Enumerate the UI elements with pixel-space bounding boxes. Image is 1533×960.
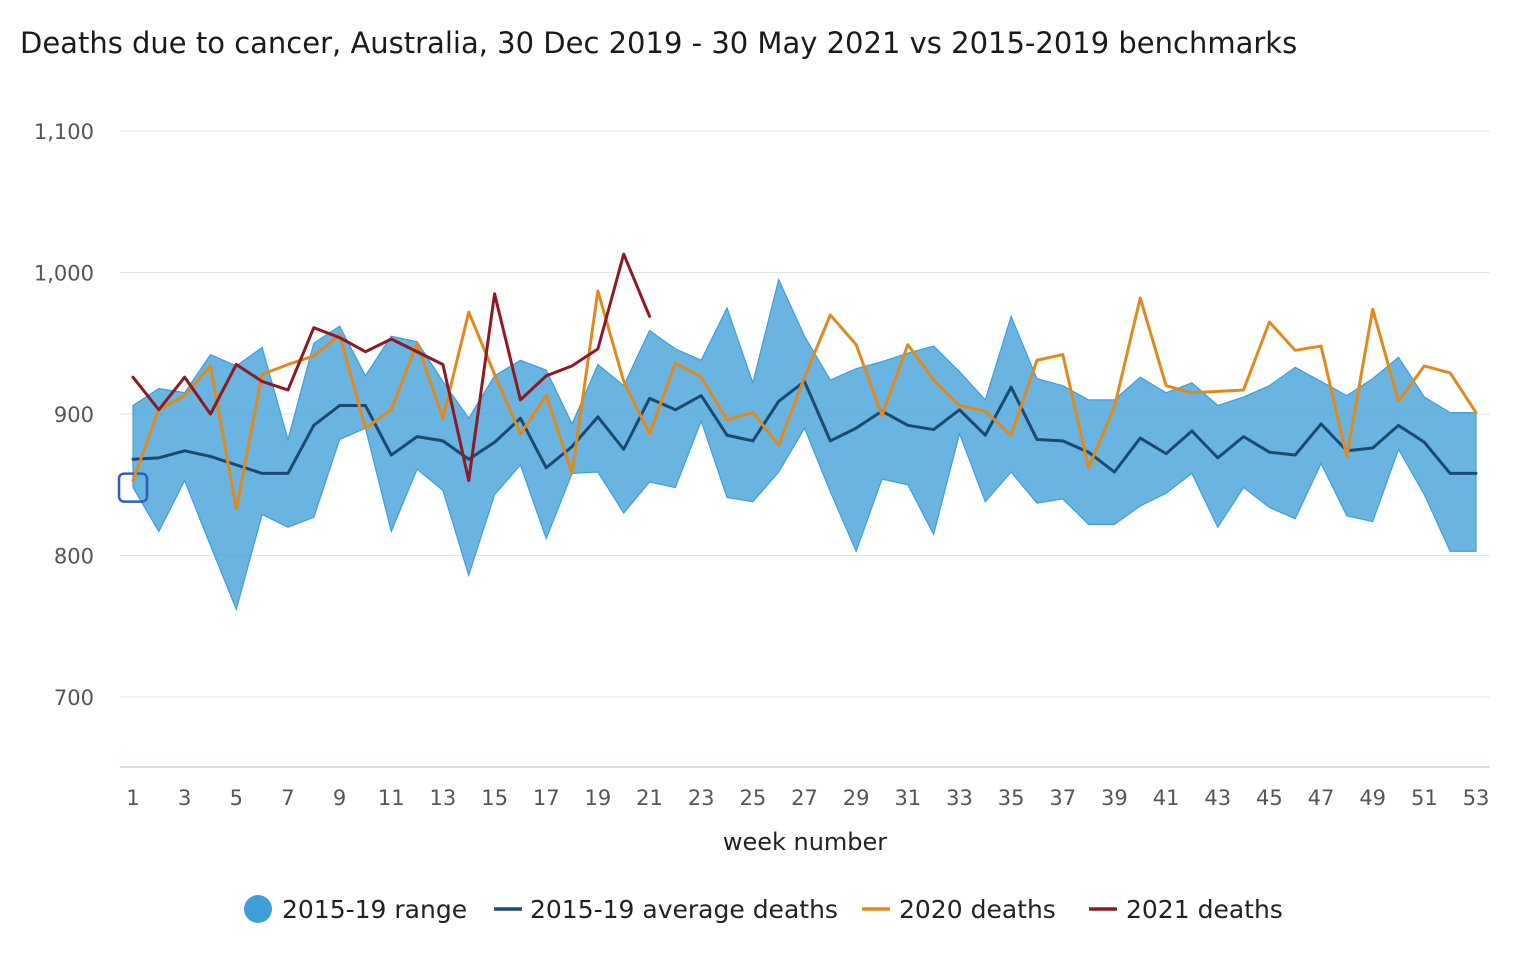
chart-title: Deaths due to cancer, Australia, 30 Dec …	[20, 26, 1298, 60]
range-layer	[117, 277, 1477, 612]
legend-label-series-2: 2020 deaths	[899, 895, 1056, 924]
y-tick-label: 800	[54, 545, 94, 569]
range-band	[132, 277, 1477, 612]
x-tick-label: 19	[585, 786, 612, 810]
legend-label-series-1: 2015-19 average deaths	[530, 895, 838, 924]
x-tick-label: 1	[126, 786, 139, 810]
x-tick-label: 39	[1101, 786, 1128, 810]
x-axis-label: week number	[723, 828, 887, 856]
x-tick-label: 25	[739, 786, 766, 810]
lines-layer	[131, 252, 1478, 511]
x-tick-label: 3	[178, 786, 191, 810]
legend-label-range: 2015-19 range	[282, 895, 467, 924]
series-line-3	[131, 252, 652, 483]
legend-marker-range	[244, 895, 272, 923]
series-line-2	[131, 289, 1478, 511]
x-tick-label: 51	[1411, 786, 1438, 810]
y-tick-label: 700	[54, 686, 94, 710]
x-tick-label: 43	[1204, 786, 1231, 810]
x-tick-label: 37	[1049, 786, 1076, 810]
x-tick-label: 15	[481, 786, 508, 810]
x-tick-label: 31	[894, 786, 921, 810]
y-tick-label: 1,100	[34, 120, 94, 144]
legend-label-series-3: 2021 deaths	[1126, 895, 1283, 924]
x-tick-label: 45	[1256, 786, 1283, 810]
series-line-1	[131, 379, 1478, 475]
x-tick-label: 49	[1359, 786, 1386, 810]
legend-layer: 2015-19 range 2015-19 average deaths 2020 …	[244, 895, 1283, 924]
x-tick-label: 53	[1463, 786, 1490, 810]
x-tick-label: 9	[333, 786, 346, 810]
x-tick-label: 27	[791, 786, 818, 810]
x-tick-label: 5	[230, 786, 243, 810]
x-tick-label: 35	[998, 786, 1025, 810]
x-tick-label: 17	[533, 786, 560, 810]
x-tick-label: 33	[946, 786, 973, 810]
x-tick-label: 21	[636, 786, 663, 810]
y-tick-label: 900	[54, 403, 94, 427]
x-tick-label: 47	[1308, 786, 1335, 810]
x-tick-label: 29	[843, 786, 870, 810]
x-tick-label: 7	[281, 786, 294, 810]
y-tick-label: 1,000	[34, 262, 94, 286]
x-tick-label: 41	[1153, 786, 1180, 810]
focus-marker	[117, 472, 149, 503]
x-tick-label: 23	[688, 786, 715, 810]
x-tick-label: 13	[430, 786, 457, 810]
x-tick-label: 11	[378, 786, 405, 810]
